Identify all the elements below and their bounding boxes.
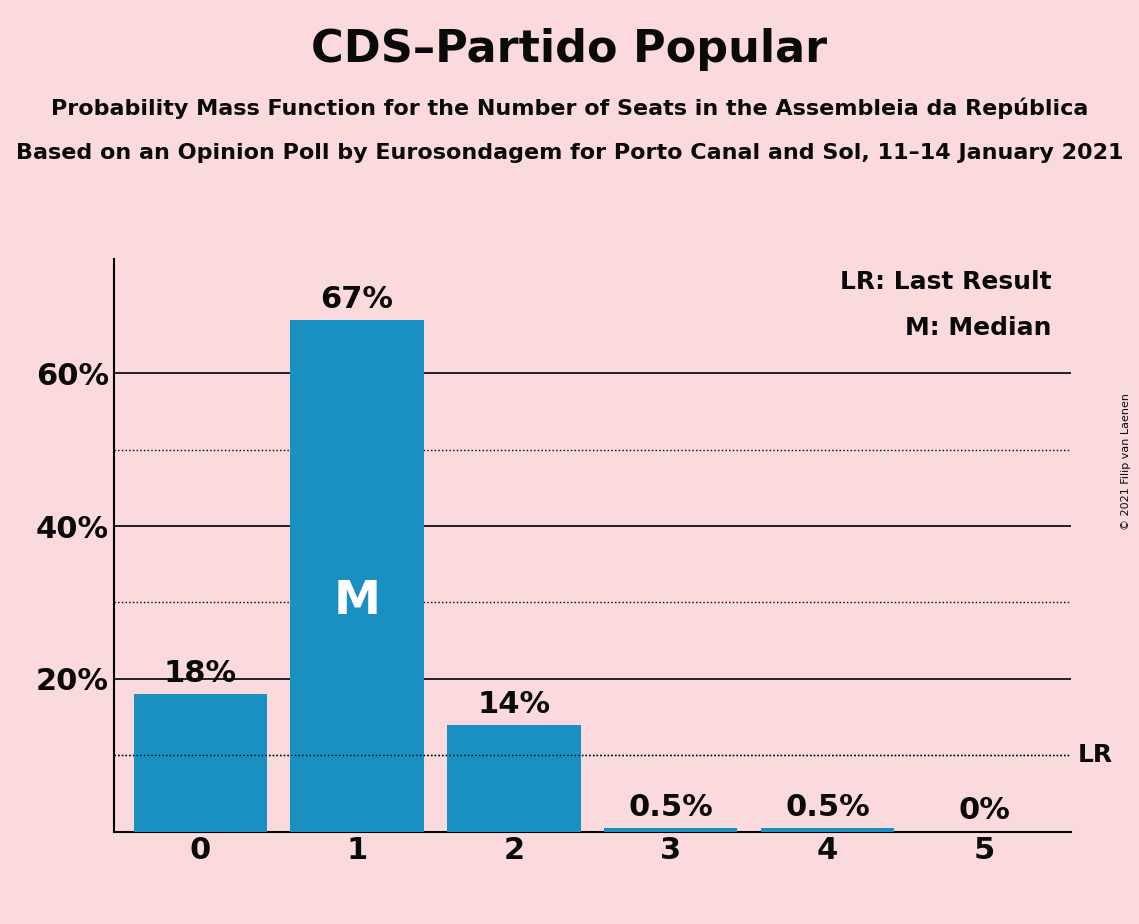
- Text: CDS–Partido Popular: CDS–Partido Popular: [311, 28, 828, 71]
- Text: © 2021 Filip van Laenen: © 2021 Filip van Laenen: [1121, 394, 1131, 530]
- Bar: [761, 828, 894, 832]
- Text: Based on an Opinion Poll by Eurosondagem for Porto Canal and Sol, 11–14 January : Based on an Opinion Poll by Eurosondagem…: [16, 143, 1123, 164]
- Text: 14%: 14%: [477, 689, 550, 719]
- Bar: [604, 828, 737, 832]
- Bar: [290, 320, 424, 832]
- Text: 0%: 0%: [958, 796, 1010, 825]
- Text: Probability Mass Function for the Number of Seats in the Assembleia da República: Probability Mass Function for the Number…: [51, 97, 1088, 118]
- Text: M: M: [334, 578, 380, 624]
- Text: 0.5%: 0.5%: [785, 793, 870, 821]
- Text: 67%: 67%: [320, 285, 393, 314]
- Text: LR: LR: [1077, 743, 1113, 767]
- Bar: [448, 724, 581, 832]
- Bar: [133, 694, 267, 832]
- Text: 0.5%: 0.5%: [629, 793, 713, 821]
- Text: 18%: 18%: [164, 659, 237, 688]
- Text: LR: Last Result: LR: Last Result: [839, 270, 1051, 294]
- Text: M: Median: M: Median: [906, 316, 1051, 340]
